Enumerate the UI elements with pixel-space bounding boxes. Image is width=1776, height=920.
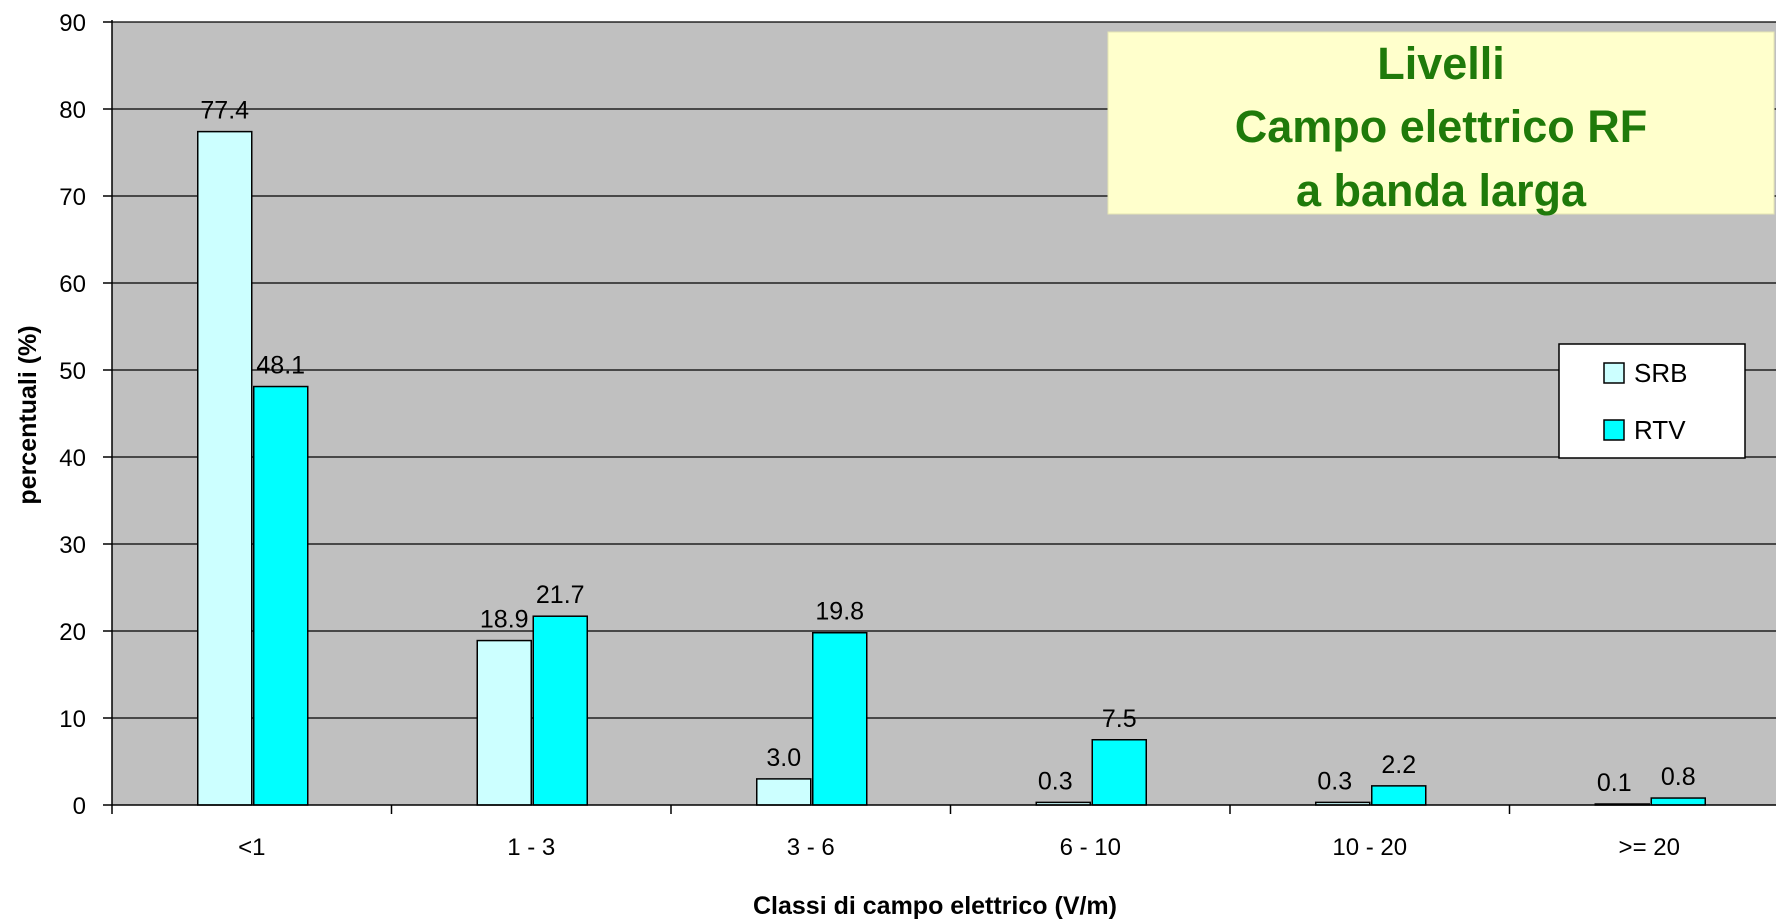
data-label-srb: 77.4	[200, 97, 249, 125]
bar-rtv	[1371, 785, 1427, 806]
data-label-srb: 0.3	[1317, 767, 1352, 795]
chart-title-box: Livelli Campo elettrico RF a banda larga	[1107, 31, 1775, 216]
bar-rtv	[812, 631, 868, 806]
y-tick-label: 40	[59, 445, 86, 472]
y-tick-label: 0	[73, 793, 86, 820]
x-axis-title: Classi di campo elettrico (V/m)	[753, 892, 1117, 920]
data-label-srb: 0.3	[1038, 767, 1073, 795]
bar-rtv	[532, 615, 588, 806]
x-tick-label: 3 - 6	[787, 834, 835, 861]
bar-srb	[756, 778, 812, 806]
legend-swatch-srb	[1603, 362, 1625, 384]
data-label-rtv: 7.5	[1102, 705, 1137, 733]
data-label-rtv: 19.8	[815, 598, 864, 626]
legend-swatch-rtv	[1603, 419, 1625, 441]
title-box-background	[1107, 31, 1775, 215]
bars	[197, 130, 1706, 806]
y-tick-label: 20	[59, 619, 86, 646]
data-labels: 77.4 48.1 18.921.7 3.0 19.8 0.3 7.5 0.3 2.2 0.1 0.…	[200, 97, 1695, 797]
bar-rtv	[253, 385, 309, 806]
legend-box	[1558, 343, 1746, 459]
y-tick-label: 10	[59, 706, 86, 733]
y-axis-title: percentuali (%)	[14, 325, 42, 504]
y-tick-label: 80	[59, 97, 86, 124]
chart-title-line-1: Livelli	[1377, 38, 1505, 89]
bar-srb	[476, 639, 532, 806]
y-tick-label: 60	[59, 271, 86, 298]
legend-label-rtv: RTV	[1634, 415, 1686, 445]
x-tick-label: 1 - 3	[507, 834, 555, 861]
bar-rtv	[1091, 739, 1147, 806]
x-tick-label: <1	[238, 834, 265, 861]
y-tick-label: 30	[59, 532, 86, 559]
data-label-srb: 18.9	[480, 606, 529, 634]
legend-label-srb: SRB	[1634, 358, 1687, 388]
x-tick-label: >= 20	[1619, 834, 1680, 861]
data-label-srb: 3.0	[766, 744, 801, 772]
data-label-rtv: 0.8	[1661, 763, 1696, 791]
y-tick-labels: 0 10 20 30 40 50 60 70 80 90	[59, 10, 86, 820]
chart-title-line-2: Campo elettrico RF	[1235, 101, 1648, 152]
x-tick-label: 6 - 10	[1060, 834, 1121, 861]
y-tick-label: 90	[59, 10, 86, 37]
legend: SRB RTV	[1558, 343, 1746, 459]
data-label-rtv: 2.2	[1381, 751, 1416, 779]
data-label-rtv: 21.7	[536, 581, 585, 609]
bar-rtv	[1650, 797, 1706, 806]
y-tick-label: 50	[59, 358, 86, 385]
x-tick-labels: <1 1 - 3 3 - 6 6 - 10 10 - 20 >= 20	[238, 834, 1680, 861]
chart-title-line-3: a banda larga	[1296, 165, 1587, 216]
data-label-rtv: 48.1	[256, 352, 305, 380]
data-label-srb: 0.1	[1597, 769, 1632, 797]
y-tick-label: 70	[59, 184, 86, 211]
axes	[103, 20, 1776, 814]
x-tick-label: 10 - 20	[1332, 834, 1407, 861]
bar-srb	[197, 130, 253, 806]
